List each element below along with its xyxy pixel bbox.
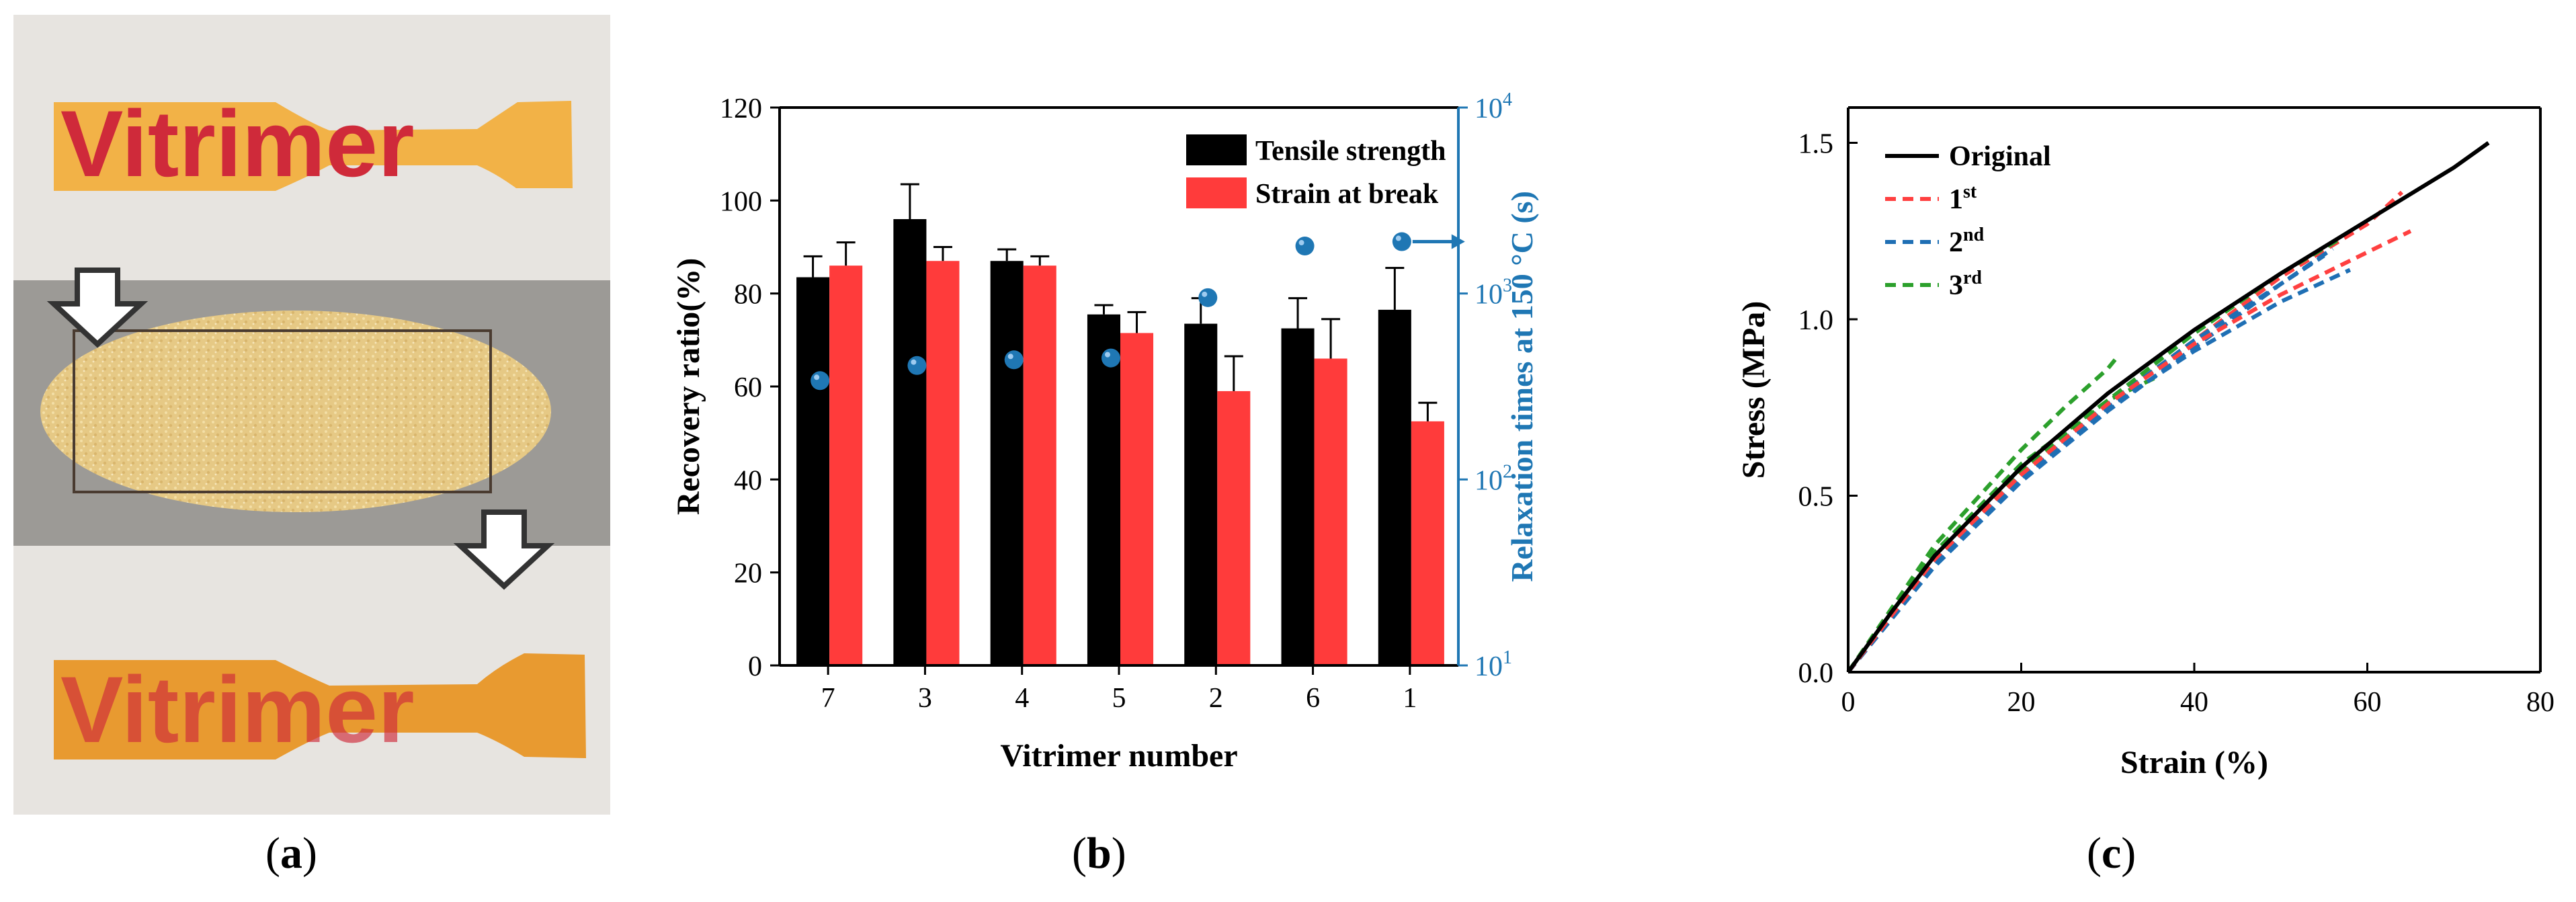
bar-strain-3: [926, 261, 960, 665]
y2-axis-label: Relaxation times at 150 °C (s): [1505, 191, 1539, 582]
relaxation-point: [1004, 350, 1024, 370]
bar-strain-1: [1411, 421, 1444, 665]
bar-strain-7: [829, 265, 863, 666]
bar-strain-5: [1120, 333, 1154, 665]
bar-tensile-2: [1184, 323, 1218, 665]
y2-tick-label: 103: [1474, 276, 1512, 311]
x-tick-label: 80: [2526, 687, 2554, 718]
replicate-curve: [1846, 247, 2334, 673]
relaxation-point-highlight: [1395, 235, 1401, 241]
x-tick-label: 5: [1112, 683, 1126, 714]
legend-label: Strain at break: [1255, 179, 1439, 210]
bar-tensile-5: [1087, 314, 1120, 666]
y2-tick-label: 102: [1474, 461, 1512, 496]
bar-strain-6: [1314, 358, 1347, 665]
panel-label-b: (b): [1072, 829, 1126, 878]
y2-tick-label: 104: [1474, 89, 1512, 124]
replicate-curve: [1846, 190, 2404, 673]
x-tick-label: 0: [1841, 687, 1856, 718]
y-tick-label: 0: [748, 651, 762, 682]
sample-photo: Vitrimer Vitrimer: [13, 15, 610, 815]
sample-photo-drawing: Vitrimer Vitrimer: [13, 15, 610, 815]
y-tick-label: 100: [720, 186, 762, 217]
legend-label: 3rd: [1949, 268, 1982, 301]
x-tick-label: 40: [2180, 687, 2208, 718]
mold-outline: [73, 329, 492, 493]
y-tick-label: 1.5: [1798, 129, 1834, 160]
y-axis-label: Recovery ratio(%): [671, 258, 706, 515]
bar-tensile-7: [796, 277, 830, 665]
dogbone-sample-original: [54, 101, 573, 191]
stress-strain-chart: 0 20 40 60 80 0.0 0.5 1.0 1.5 Strain (%) Stress (M…: [1736, 106, 2554, 780]
relaxation-point-highlight: [814, 374, 820, 380]
x-tick-label: 4: [1015, 683, 1029, 714]
x-tick-label: 20: [2007, 687, 2036, 718]
legend-label: Tensile strength: [1255, 136, 1446, 167]
bar-tensile-6: [1281, 328, 1315, 665]
relaxation-point: [1295, 237, 1315, 256]
bar-tensile-3: [893, 219, 927, 665]
bar-strain-2: [1217, 391, 1251, 665]
x-tick-label: 60: [2354, 687, 2382, 718]
legend-label: 1st: [1949, 181, 1977, 215]
series-curve-2nd: [1846, 268, 2352, 673]
y-tick-label: 1.0: [1798, 305, 1834, 336]
x-tick-label: 3: [918, 683, 932, 714]
down-arrow-icon: [453, 509, 555, 590]
y-tick-label: 40: [734, 465, 762, 496]
replicate-curve: [1846, 374, 2161, 673]
x-tick-label: 7: [821, 683, 835, 714]
panel-label-a: (a): [265, 829, 317, 878]
series-curve-Original: [1846, 141, 2490, 673]
x-tick-label: 1: [1403, 683, 1417, 714]
y-tick-label: 20: [734, 559, 762, 589]
dogbone-sample-reprocessed: [54, 653, 586, 760]
down-arrow-icon: [46, 268, 149, 348]
series-curve-3rd: [1846, 356, 2118, 673]
x-axis-label: Strain (%): [2120, 745, 2268, 780]
legend-swatch: [1186, 134, 1247, 165]
y-axis-label: Stress (MPa): [1736, 301, 1772, 479]
y-tick-label: 80: [734, 280, 762, 311]
y2-tick-label: 101: [1474, 647, 1512, 682]
handwritten-label-bottom: Vitrimer: [60, 657, 415, 762]
handwritten-label-top: Vitrimer: [60, 91, 415, 196]
relaxation-point: [1198, 288, 1218, 307]
relaxation-point: [811, 371, 830, 391]
panel-label-c: (c): [2087, 829, 2136, 878]
relaxation-point: [1392, 232, 1411, 251]
relaxation-point-highlight: [1202, 291, 1208, 297]
x-tick-label: 2: [1209, 683, 1223, 714]
bar-tensile-4: [990, 261, 1024, 665]
series-curve-1st: [1846, 229, 2412, 673]
relaxation-point-highlight: [1105, 352, 1110, 358]
y-tick-label: 0.0: [1798, 658, 1834, 689]
ground-powder: [40, 311, 551, 512]
y-tick-label: 60: [734, 372, 762, 403]
relaxation-point: [1102, 348, 1120, 368]
y-tick-label: 120: [720, 93, 762, 124]
relaxation-point: [907, 356, 927, 375]
bar-tensile-1: [1378, 309, 1411, 665]
relaxation-point-highlight: [1298, 240, 1304, 246]
recovery-ratio-chart: 0 20 40 60 80 100 120 101 102 103 104 7 3 4 5 2 6 1 Vitrim…: [671, 89, 1539, 774]
x-axis-label: Vitrimer number: [1000, 738, 1237, 774]
legend-label: Original: [1949, 141, 2051, 172]
legend-label: 2nd: [1949, 224, 1985, 258]
bar-strain-4: [1023, 265, 1056, 666]
y-tick-label: 0.5: [1798, 482, 1834, 513]
x-tick-label: 6: [1306, 683, 1320, 714]
relaxation-point-highlight: [911, 359, 917, 365]
relaxation-point-highlight: [1007, 354, 1013, 360]
legend-swatch: [1186, 177, 1247, 208]
